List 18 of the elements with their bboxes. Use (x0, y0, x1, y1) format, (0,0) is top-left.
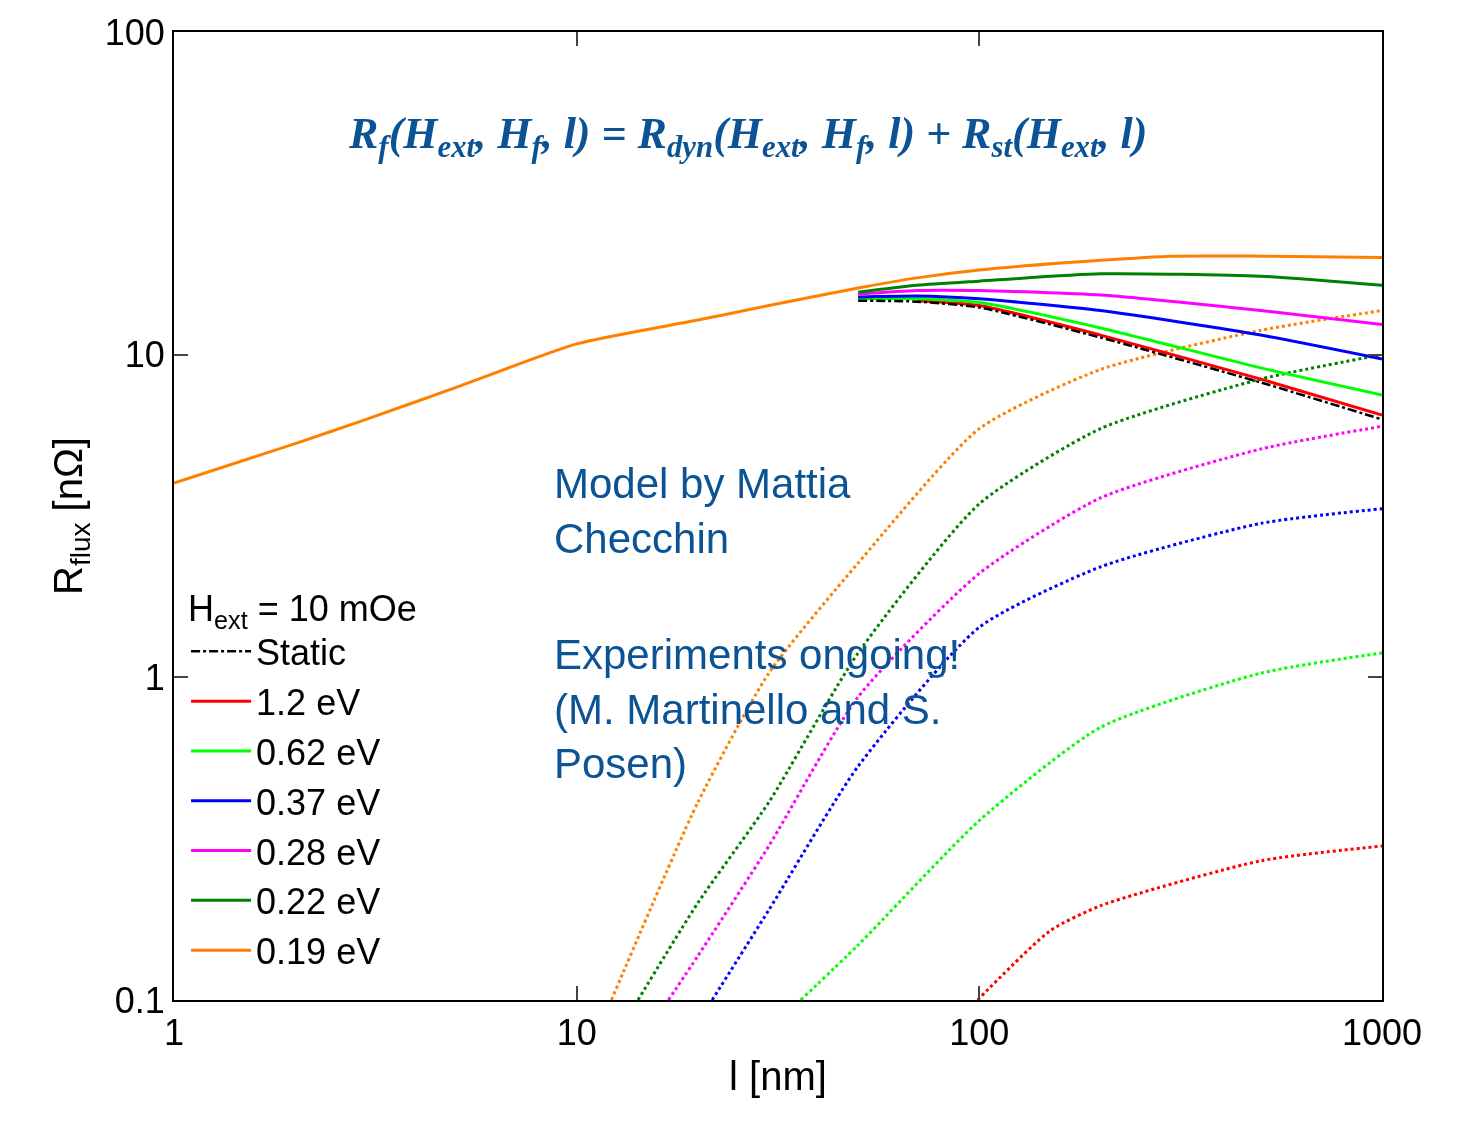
x-axis-title: l [nm] (729, 1054, 827, 1099)
legend-label: 0.22 eV (256, 881, 381, 923)
y-tick-label: 1 (144, 656, 165, 698)
y-tick-label: 10 (124, 334, 165, 376)
x-tick-label: 10 (556, 1012, 597, 1054)
x-tick-label: 1000 (1341, 1012, 1423, 1054)
y-tick-label: 0.1 (114, 979, 165, 1021)
legend-label: 1.2 eV (256, 682, 361, 724)
x-tick-label: 100 (949, 1012, 1010, 1054)
legend-label: Static (256, 632, 347, 674)
legend-label: 0.62 eV (256, 731, 381, 773)
y-tick-label: 100 (104, 11, 165, 53)
legend-label: 0.19 eV (256, 931, 381, 973)
legend-label: 0.37 eV (256, 781, 381, 823)
legend-label: 0.28 eV (256, 831, 381, 873)
annotation: Model by Mattia Checchin (554, 460, 852, 562)
text: R$_{f}$(H$_{ext}$, H$_{f}$, l) = R$_{dyn}$(H$_{ext}$, H$_{f}$, l) + R$_{st}$(H$_{ext}$, l) (349, 109, 1148, 165)
legend-title: H$_{ext}$ = 10 mOe (188, 588, 417, 634)
